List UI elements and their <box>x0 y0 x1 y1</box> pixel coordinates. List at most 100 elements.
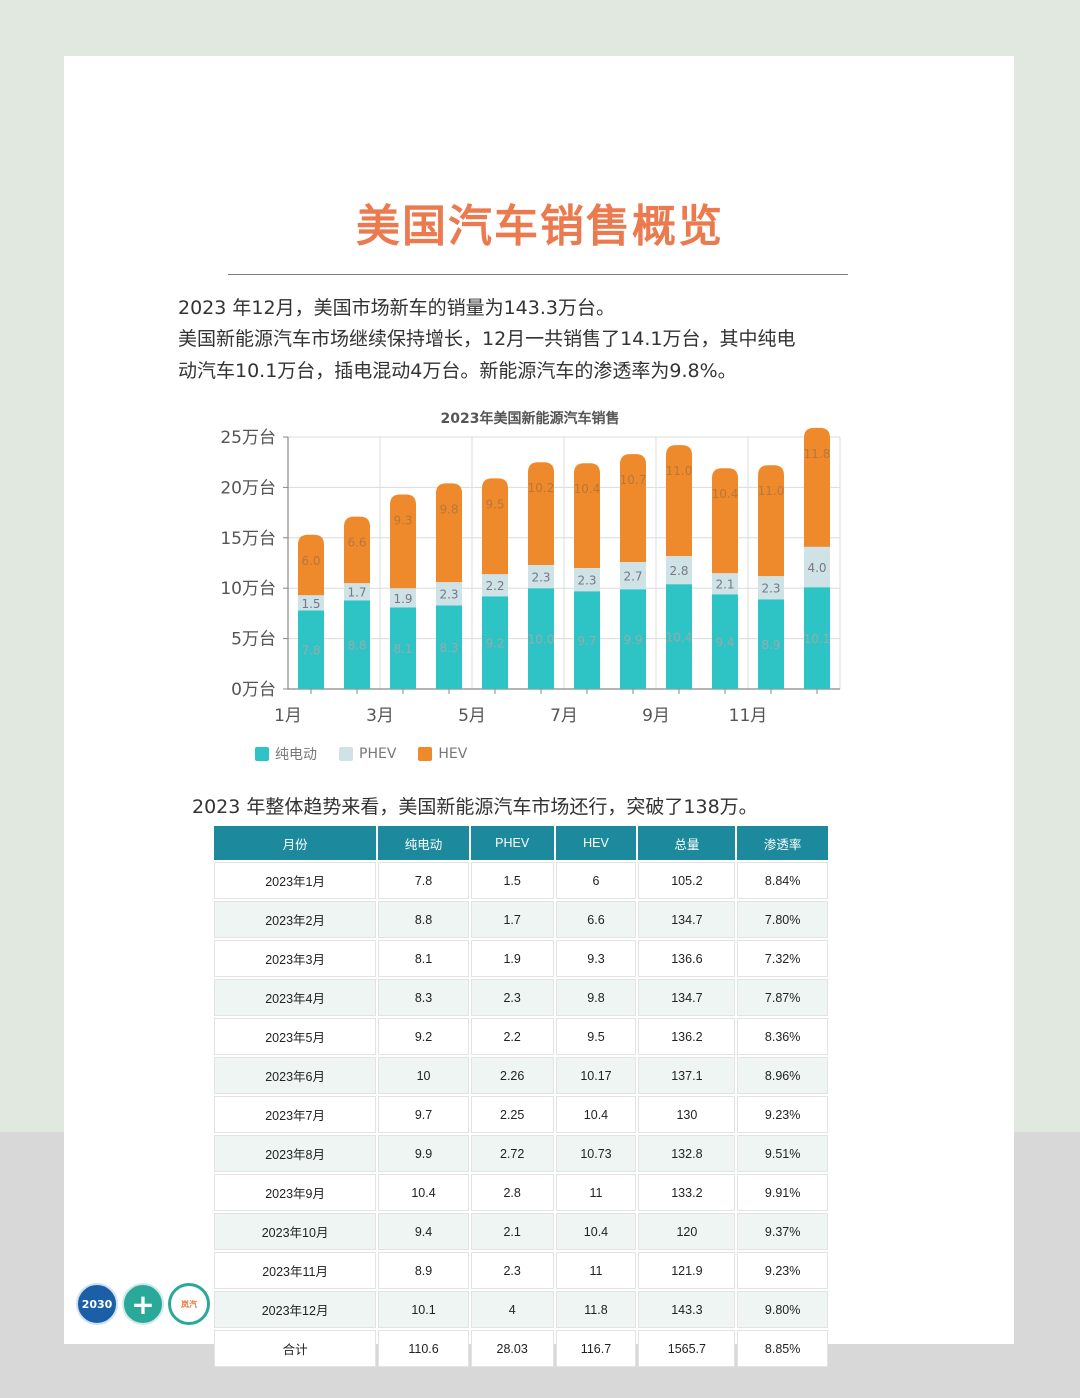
table-cell: 2.8 <box>470 1174 554 1211</box>
legend-swatch-hev <box>418 747 433 761</box>
data-label: 9.7 <box>577 634 596 648</box>
phev-bar <box>712 573 738 595</box>
hev-bar <box>436 483 462 583</box>
data-label: 2.3 <box>531 571 550 585</box>
table-cell: 11.8 <box>555 1291 637 1328</box>
table-row: 2023年11月 8.9 2.3 11 121.9 9.23% <box>214 1252 828 1289</box>
header-bev: 纯电动 <box>378 826 469 860</box>
table-cell: 8.84% <box>737 862 828 899</box>
table-cell: 143.3 <box>638 1291 736 1328</box>
intro-line-2: 美国新能源汽车市场继续保持增长，12月一共销售了14.1万台，其中纯电 <box>178 328 796 350</box>
data-label: 4.0 <box>807 561 826 575</box>
table-cell: 2.2 <box>470 1018 554 1055</box>
table-cell: 8.96% <box>737 1057 828 1094</box>
table-row: 2023年10月 9.4 2.1 10.4 120 9.37% <box>214 1213 828 1250</box>
table-cell: 116.7 <box>555 1330 637 1367</box>
data-label: 2.2 <box>485 579 504 593</box>
table-cell: 10.17 <box>555 1057 637 1094</box>
hev-bar <box>574 463 600 569</box>
header-hev: HEV <box>555 826 637 860</box>
table-cell: 8.9 <box>378 1252 469 1289</box>
table-cell: 9.91% <box>737 1174 828 1211</box>
y-tick-label: 20万台 <box>220 478 276 498</box>
table-cell: 1.9 <box>470 940 554 977</box>
data-label: 10.7 <box>620 473 647 487</box>
x-tick-label: 3月 <box>366 706 394 726</box>
table-cell: 9.37% <box>737 1213 828 1250</box>
table-row: 2023年3月 8.1 1.9 9.3 136.6 7.32% <box>214 940 828 977</box>
hev-bar <box>344 516 370 584</box>
table-cell: 9.5 <box>555 1018 637 1055</box>
table-cell: 2023年7月 <box>214 1096 377 1133</box>
table-cell: 2.26 <box>470 1057 554 1094</box>
legend-swatch-phev <box>339 747 353 761</box>
table-cell: 136.6 <box>638 940 736 977</box>
table-cell: 2.1 <box>470 1213 554 1250</box>
table-cell: 8.1 <box>378 940 469 977</box>
bev-bar <box>482 596 508 689</box>
table-cell: 2.3 <box>470 979 554 1016</box>
data-label: 2.1 <box>715 578 734 592</box>
table-cell: 1.7 <box>470 901 554 938</box>
table-cell: 1.5 <box>470 862 554 899</box>
data-label: 2.3 <box>577 574 596 588</box>
brand-logo-icon: 岚汽 <box>168 1283 210 1325</box>
data-label: 10.0 <box>528 633 555 647</box>
table-cell: 2023年10月 <box>214 1213 377 1250</box>
chart-plot: 0万台 5万台 10万台 15万台 20万台 25万台 7.8 1.5 6.0 8.8 1.7 6.6… <box>220 427 841 726</box>
legend-label-hev: HEV <box>438 746 468 762</box>
table-cell: 105.2 <box>638 862 736 899</box>
bev-bar <box>344 600 370 689</box>
data-label: 9.5 <box>485 497 504 511</box>
data-label: 9.2 <box>485 637 504 651</box>
data-label: 1.9 <box>393 592 412 606</box>
bev-bar <box>528 588 554 689</box>
plus-badge-icon: + <box>122 1283 164 1325</box>
phev-bar <box>390 588 416 608</box>
table-cell: 110.6 <box>378 1330 469 1367</box>
footer-badges: 2030 + 岚汽 <box>76 1283 210 1325</box>
bev-bar <box>666 584 692 689</box>
table-cell: 7.80% <box>737 901 828 938</box>
table-cell: 2023年6月 <box>214 1057 377 1094</box>
table-cell: 1565.7 <box>638 1330 736 1367</box>
data-label: 2.3 <box>439 588 458 602</box>
table-header-row: 月份 纯电动 PHEV HEV 总量 渗透率 <box>214 826 828 860</box>
table-cell: 7.32% <box>737 940 828 977</box>
data-label: 9.9 <box>623 633 642 647</box>
data-label: 9.8 <box>439 502 458 516</box>
table-cell: 2023年11月 <box>214 1252 377 1289</box>
table-cell: 2.3 <box>470 1252 554 1289</box>
data-label: 1.5 <box>301 597 320 611</box>
table-row: 2023年6月 10 2.26 10.17 137.1 8.96% <box>214 1057 828 1094</box>
table-cell: 120 <box>638 1213 736 1250</box>
table-cell: 9.80% <box>737 1291 828 1328</box>
phev-bar <box>436 582 462 606</box>
table-cell: 2023年2月 <box>214 901 377 938</box>
table-cell: 6 <box>555 862 637 899</box>
data-label: 2.3 <box>761 582 780 596</box>
header-total: 总量 <box>638 826 736 860</box>
table-cell: 130 <box>638 1096 736 1133</box>
phev-bar <box>574 568 600 592</box>
table-cell: 8.36% <box>737 1018 828 1055</box>
data-label: 8.1 <box>393 642 412 656</box>
phev-bar <box>758 576 784 600</box>
table-row: 2023年1月 7.8 1.5 6 105.2 8.84% <box>214 862 828 899</box>
table-cell: 合计 <box>214 1330 377 1367</box>
hev-bar <box>712 468 738 574</box>
table-cell: 137.1 <box>638 1057 736 1094</box>
data-label: 2.7 <box>623 570 642 584</box>
table-cell: 10 <box>378 1057 469 1094</box>
x-tick-label: 7月 <box>550 706 578 726</box>
year-badge-icon: 2030 <box>76 1283 118 1325</box>
table-cell: 10.73 <box>555 1135 637 1172</box>
data-label: 10.4 <box>574 482 601 496</box>
table-intro: 2023 年整体趋势来看，美国新能源汽车市场还行，突破了138万。 <box>192 796 758 818</box>
sales-chart: 2023年美国新能源汽车销售 0万台 5万台 10万台 15万台 20万台 25万台 7.8… <box>200 400 860 780</box>
data-label: 10.4 <box>712 487 739 501</box>
x-tick-label: 5月 <box>458 706 486 726</box>
table-cell: 2023年4月 <box>214 979 377 1016</box>
data-label: 8.8 <box>347 639 366 653</box>
header-month: 月份 <box>214 826 377 860</box>
